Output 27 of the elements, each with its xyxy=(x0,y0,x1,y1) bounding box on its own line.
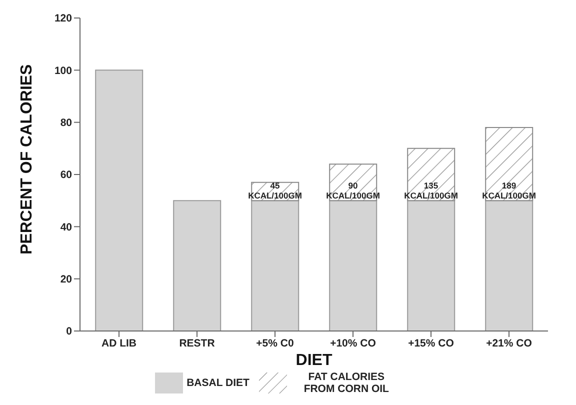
legend-label: FAT CALORIES FROM CORN OIL xyxy=(302,371,390,395)
x-axis-title: DIET xyxy=(296,352,332,369)
x-tick-label: +15% CO xyxy=(408,337,454,350)
annotation: 135 KCAL/100GM xyxy=(404,180,458,201)
y-tick-label: 0 xyxy=(66,326,72,338)
x-tick-label: +5% C0 xyxy=(256,337,294,350)
y-tick-label: 40 xyxy=(60,221,72,234)
y-tick-label: 80 xyxy=(60,117,72,130)
y-tick-label: 60 xyxy=(60,169,72,182)
y-axis-title: PERCENT OF CALORIES xyxy=(18,64,36,254)
bar xyxy=(485,200,534,331)
y-tick-label: 100 xyxy=(54,64,72,77)
y-tick-label: 20 xyxy=(60,274,72,286)
annotation: 45 KCAL/100GM xyxy=(248,180,302,201)
bar xyxy=(173,200,222,331)
x-tick-label: RESTR xyxy=(179,337,216,350)
bar xyxy=(251,200,300,331)
x-tick-label: AD LIB xyxy=(102,337,137,350)
annotation: 189 KCAL/100GM xyxy=(482,180,536,201)
x-tick-label: +10% CO xyxy=(330,337,376,350)
legend-label: BASAL DIET xyxy=(186,377,250,389)
bar xyxy=(329,200,378,331)
y-tick-label: 120 xyxy=(54,12,72,25)
bar xyxy=(407,200,456,331)
bar xyxy=(95,70,144,331)
x-tick-label: +21% CO xyxy=(486,337,532,350)
annotation: 90 KCAL/100GM xyxy=(326,180,380,201)
